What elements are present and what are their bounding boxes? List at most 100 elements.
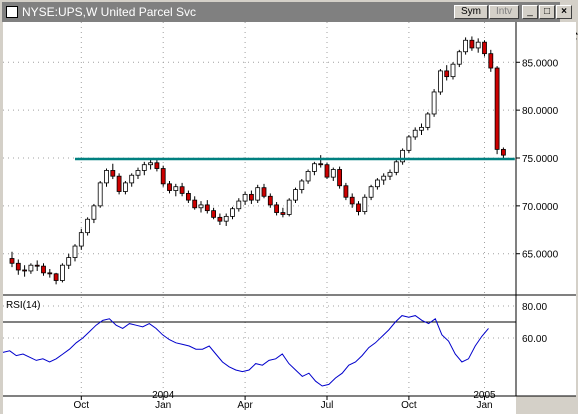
- close-button[interactable]: ×: [556, 5, 572, 19]
- candle-body: [381, 175, 387, 181]
- candle: [204, 200, 210, 214]
- candle-body: [179, 186, 185, 194]
- candle: [15, 259, 21, 275]
- candle-body: [406, 136, 412, 151]
- candle-body: [47, 272, 53, 275]
- candle-body: [425, 113, 431, 128]
- candle: [217, 213, 223, 225]
- candle-body: [211, 210, 217, 218]
- candle-body: [330, 169, 336, 178]
- candle-body: [148, 162, 154, 166]
- candle-body: [362, 196, 368, 213]
- candle: [60, 263, 65, 283]
- price-tick-label: 65.0000: [522, 250, 559, 261]
- rsi-tick-label: 80.00: [522, 302, 547, 313]
- candle: [494, 66, 500, 155]
- candle-body: [66, 257, 72, 266]
- symbol-button[interactable]: Sym: [454, 5, 488, 19]
- candle-body: [463, 39, 469, 53]
- rsi-line: [2, 315, 489, 387]
- candle-body: [469, 39, 475, 49]
- minimize-button[interactable]: _: [522, 5, 538, 19]
- candle-body: [72, 245, 78, 258]
- candle: [444, 65, 450, 81]
- time-tick-label: Oct: [74, 400, 90, 411]
- candle-body: [217, 216, 223, 222]
- candle-body: [387, 171, 393, 177]
- candle: [293, 187, 298, 203]
- candle-body: [204, 204, 210, 212]
- candle-body: [141, 164, 147, 171]
- candle-body: [356, 203, 361, 212]
- candle-body: [242, 193, 248, 202]
- candle: [9, 251, 15, 268]
- candle: [154, 159, 160, 172]
- interval-button[interactable]: Intv: [489, 5, 519, 19]
- candle-body: [223, 215, 229, 222]
- time-tick-label: 2004 Jan: [152, 390, 175, 411]
- candle: [437, 68, 443, 95]
- title-bar[interactable]: NYSE:UPS,W United Parcel Svc Sym Intv _ …: [2, 2, 572, 22]
- candle: [192, 196, 198, 210]
- candle-body: [185, 193, 191, 201]
- candle: [242, 191, 248, 205]
- candle-body: [110, 170, 116, 177]
- candle-body: [374, 179, 380, 188]
- candle-body: [299, 180, 305, 190]
- candle: [324, 162, 330, 180]
- candle: [393, 159, 399, 176]
- candle-body: [22, 269, 28, 272]
- candle-body: [412, 129, 418, 138]
- candle: [456, 49, 462, 68]
- price-tick-labels: 65.0000 70.0000 75.0000 80.0000 85.0000: [516, 58, 559, 261]
- candle: [267, 193, 273, 208]
- candle-body: [236, 200, 242, 210]
- rsi-indicator: 60.00 80.00: [2, 302, 547, 387]
- candle-body: [349, 196, 355, 205]
- candle: [28, 263, 34, 274]
- candle: [223, 213, 229, 226]
- candle-body: [311, 163, 317, 172]
- candle: [110, 163, 116, 180]
- candle-body: [368, 186, 374, 198]
- candle: [261, 183, 267, 199]
- candle-body: [488, 53, 494, 69]
- candle: [406, 135, 412, 154]
- candle: [211, 207, 217, 220]
- candle: [22, 265, 28, 277]
- candle: [349, 193, 355, 208]
- maximize-button[interactable]: □: [539, 5, 555, 19]
- candle-body: [28, 264, 34, 272]
- candle-body: [116, 175, 122, 192]
- candle-body: [9, 258, 15, 264]
- candle: [41, 263, 46, 276]
- candle-body: [78, 232, 84, 247]
- candle: [475, 38, 481, 53]
- chart-area[interactable]: 65.0000 70.0000 75.0000 80.0000 85.0000 60.0…: [0, 22, 578, 414]
- candle-body: [274, 204, 280, 213]
- candle-body: [431, 91, 437, 115]
- candle: [47, 269, 53, 278]
- candle: [198, 201, 204, 213]
- candle: [280, 207, 286, 218]
- candle-body: [123, 182, 128, 192]
- price-tick-label: 70.0000: [522, 202, 559, 213]
- time-tick-label: 2005 Jan: [473, 390, 496, 411]
- candle: [374, 178, 380, 190]
- time-tick-label: Jul: [321, 400, 334, 411]
- candle: [66, 253, 72, 270]
- candle: [318, 155, 324, 168]
- candle-body: [267, 195, 273, 206]
- time-tick-label: Oct: [401, 400, 417, 411]
- candle: [482, 40, 487, 57]
- candle-body: [91, 205, 97, 220]
- candle-body: [261, 187, 267, 197]
- candle-body: [167, 183, 172, 191]
- candle-body: [419, 126, 424, 131]
- candle: [116, 173, 122, 195]
- rsi-panel[interactable]: [3, 296, 516, 396]
- candle: [469, 36, 475, 51]
- candle-body: [41, 265, 46, 274]
- candle-body: [494, 67, 500, 150]
- candle-body: [173, 186, 179, 191]
